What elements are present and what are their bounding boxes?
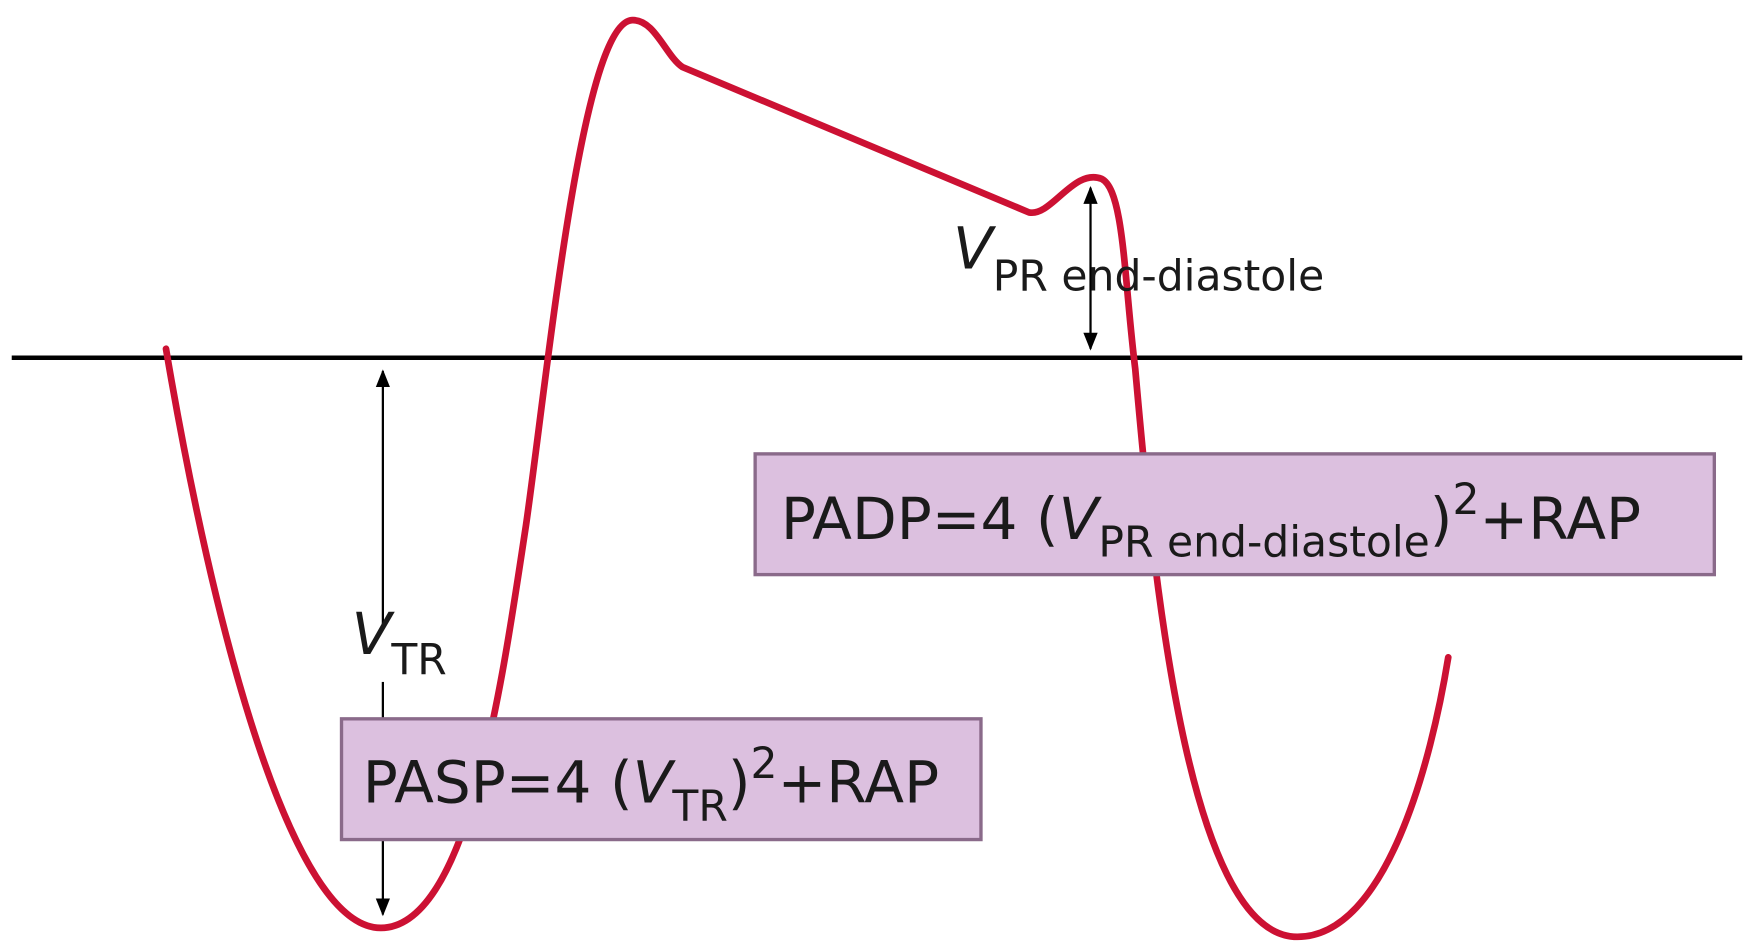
vtr-label: VTR	[352, 600, 447, 685]
exponent: 2	[1452, 476, 1479, 525]
exponent: 2	[751, 740, 778, 789]
subscript: PR end-diastole	[993, 253, 1324, 302]
pasp-formula: PASP=4 (VTR)2+RAP	[363, 740, 939, 831]
symbol: V	[953, 214, 997, 282]
close: )	[728, 749, 751, 817]
symbol: V	[352, 600, 396, 668]
subscript: PR end-diastole	[1098, 519, 1429, 568]
padp-box	[753, 452, 1717, 577]
rhs: +RAP	[778, 749, 940, 817]
symbol: V	[633, 749, 677, 817]
lhs: PASP=4 (	[363, 749, 633, 817]
label-bg	[349, 626, 428, 682]
padp-formula: PADP=4 (VPR end-diastole)2+RAP	[781, 476, 1641, 567]
rhs: +RAP	[1480, 485, 1642, 553]
symbol: V	[1059, 485, 1103, 553]
vpr-label: VPR end-diastole	[953, 214, 1324, 301]
pasp-box	[339, 717, 983, 842]
close: )	[1430, 485, 1453, 553]
doppler-curve	[162, 16, 1452, 941]
subscript: TR	[390, 636, 446, 685]
lhs: PADP=4 (	[781, 485, 1059, 553]
subscript: TR	[671, 783, 727, 832]
